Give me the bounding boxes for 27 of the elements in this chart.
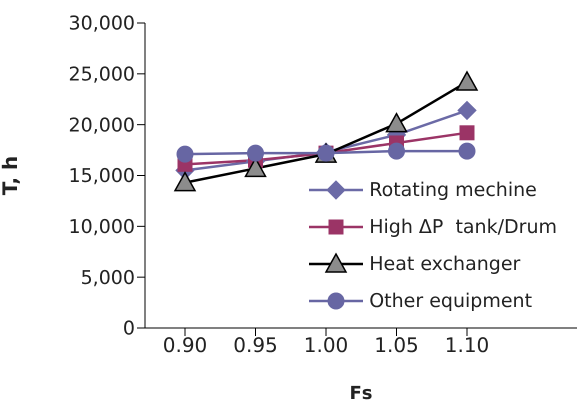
point: [247, 144, 264, 162]
point: [458, 142, 476, 160]
point: [386, 112, 408, 132]
y-tick-label: 5,000: [80, 266, 135, 289]
y-tick-label: 20,000: [68, 114, 135, 136]
point: [460, 125, 474, 140]
point: [176, 146, 194, 163]
legend-label: High ΔP tank/Drum: [369, 216, 557, 238]
legend-label: Other equipment: [369, 290, 532, 312]
point: [174, 172, 196, 192]
legend-label: Rotating mechine: [369, 178, 537, 200]
x-tick-label: 1.00: [304, 333, 348, 358]
y-tick-label: 30,000: [68, 12, 135, 35]
x-axis-title: Fs: [349, 383, 373, 404]
point: [456, 71, 478, 91]
y-tick-label: 15,000: [68, 165, 135, 188]
y-axis-title: T, h: [0, 156, 22, 196]
x-tick-label: 1.10: [444, 333, 490, 358]
legend-label: Heat exchanger: [369, 252, 520, 274]
point: [388, 142, 405, 160]
y-tick-label: 25,000: [68, 64, 135, 86]
point: [458, 100, 476, 120]
y-tick-label: 0: [122, 318, 135, 340]
x-tick-label: 0.90: [162, 333, 208, 358]
x-tick-label: 1.05: [374, 333, 419, 358]
x-tick-label: 0.95: [233, 333, 278, 358]
y-tick-label: 10,000: [68, 216, 135, 238]
